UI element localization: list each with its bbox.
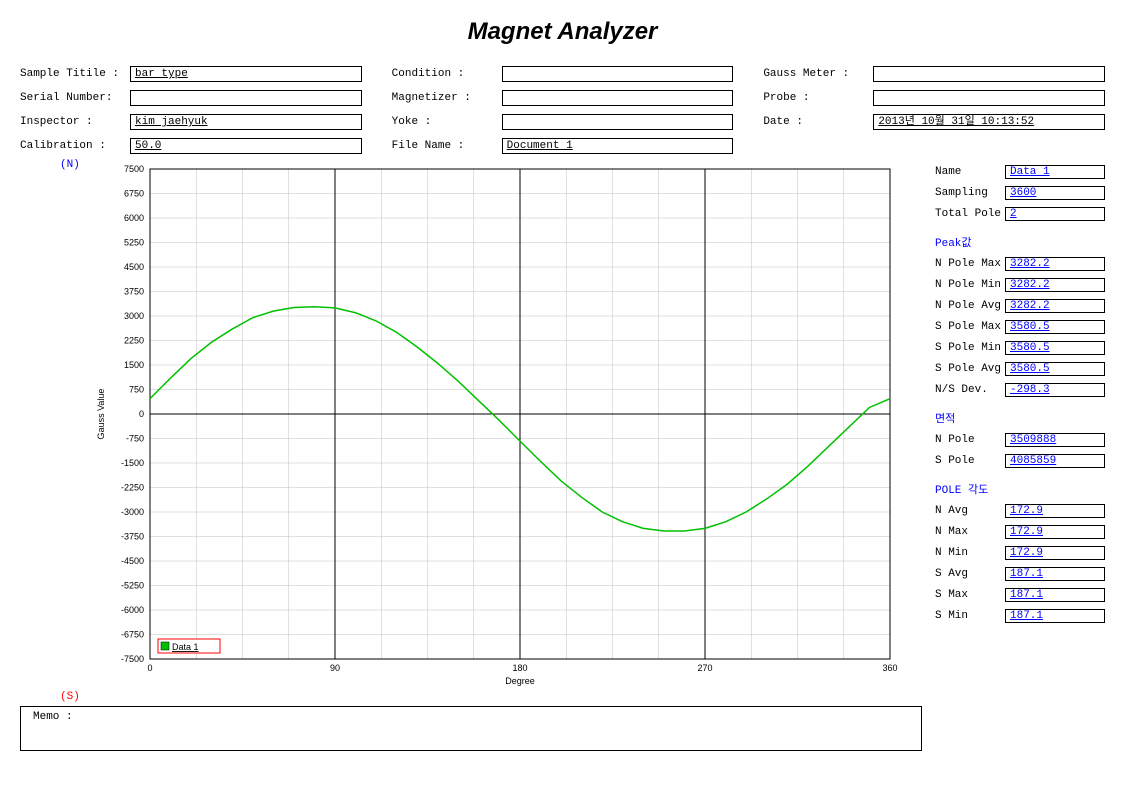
side-label: S Max	[935, 589, 1005, 601]
svg-text:-1500: -1500	[121, 458, 144, 468]
svg-text:0: 0	[147, 663, 152, 673]
svg-text:Gauss Value: Gauss Value	[96, 389, 106, 440]
form-label: Magnetizer :	[392, 92, 502, 104]
svg-text:-2250: -2250	[121, 483, 144, 493]
side-value: 4085859	[1005, 454, 1105, 468]
side-value: 3580.5	[1005, 341, 1105, 355]
side-label: N Min	[935, 547, 1005, 559]
svg-text:3750: 3750	[124, 287, 144, 297]
section-header: POLE 각도	[935, 481, 1105, 497]
svg-text:-6000: -6000	[121, 605, 144, 615]
side-value: 3509888	[1005, 433, 1105, 447]
side-value: 187.1	[1005, 609, 1105, 623]
svg-text:750: 750	[129, 385, 144, 395]
form-label: Calibration :	[20, 140, 130, 152]
svg-text:-6750: -6750	[121, 630, 144, 640]
svg-text:-4500: -4500	[121, 556, 144, 566]
form-grid: Sample Titile :bar type Condition : Gauss …	[20, 66, 1105, 154]
side-value: 3282.2	[1005, 278, 1105, 292]
side-value: 2	[1005, 207, 1105, 221]
form-input[interactable]: bar type	[130, 66, 362, 82]
side-value: -298.3	[1005, 383, 1105, 397]
form-input[interactable]: 2013년 10월 31일 10:13:52	[873, 114, 1105, 130]
side-label: Sampling	[935, 187, 1005, 199]
side-value: 3282.2	[1005, 257, 1105, 271]
form-input[interactable]: Document 1	[502, 138, 734, 154]
side-value: 3600	[1005, 186, 1105, 200]
svg-text:90: 90	[330, 663, 340, 673]
form-input[interactable]: 50.0	[130, 138, 362, 154]
side-value: 3580.5	[1005, 362, 1105, 376]
form-label: Inspector :	[20, 116, 130, 128]
side-label: S Pole Avg	[935, 363, 1005, 375]
side-label: S Pole	[935, 455, 1005, 467]
side-value: 172.9	[1005, 546, 1105, 560]
side-value: 172.9	[1005, 525, 1105, 539]
form-label: Date :	[763, 116, 873, 128]
svg-text:-7500: -7500	[121, 654, 144, 664]
side-value: 3282.2	[1005, 299, 1105, 313]
side-label: N/S Dev.	[935, 384, 1005, 396]
form-input[interactable]	[502, 66, 734, 82]
svg-text:180: 180	[512, 663, 527, 673]
side-label: S Pole Max	[935, 321, 1005, 333]
section-header: Peak값	[935, 234, 1105, 250]
form-input[interactable]	[502, 90, 734, 106]
side-value: 187.1	[1005, 567, 1105, 581]
side-label: S Pole Min	[935, 342, 1005, 354]
svg-text:2250: 2250	[124, 336, 144, 346]
svg-text:-5250: -5250	[121, 581, 144, 591]
memo-label: Memo :	[33, 711, 73, 723]
svg-text:Degree: Degree	[505, 676, 535, 686]
side-label: Total Pole	[935, 208, 1005, 220]
svg-text:0: 0	[139, 409, 144, 419]
s-pole-label: (S)	[60, 691, 80, 703]
memo-box[interactable]: Memo :	[20, 706, 922, 751]
form-label: Gauss Meter :	[763, 68, 873, 80]
side-value: Data 1	[1005, 165, 1105, 179]
form-input[interactable]	[873, 66, 1105, 82]
svg-text:-3000: -3000	[121, 507, 144, 517]
side-panel: NameData 1Sampling3600Total Pole2 Peak값 N …	[910, 164, 1105, 698]
gauss-chart: -7500-6750-6000-5250-4500-3750-3000-2250…	[90, 164, 905, 694]
side-label: N Pole Avg	[935, 300, 1005, 312]
side-label: N Pole	[935, 434, 1005, 446]
side-value: 187.1	[1005, 588, 1105, 602]
form-label: Sample Titile :	[20, 68, 130, 80]
section-header: 면적	[935, 410, 1105, 426]
chart-area: (N) -7500-6750-6000-5250-4500-3750-3000-…	[20, 164, 910, 698]
side-label: N Pole Max	[935, 258, 1005, 270]
form-label: Probe :	[763, 92, 873, 104]
form-label: Yoke :	[392, 116, 502, 128]
side-label: Name	[935, 166, 1005, 178]
form-input[interactable]	[873, 90, 1105, 106]
side-label: N Avg	[935, 505, 1005, 517]
form-input[interactable]: kim jaehyuk	[130, 114, 362, 130]
side-label: S Avg	[935, 568, 1005, 580]
svg-text:-3750: -3750	[121, 532, 144, 542]
side-value: 3580.5	[1005, 320, 1105, 334]
svg-text:6750: 6750	[124, 189, 144, 199]
form-label: Serial Number:	[20, 92, 130, 104]
svg-text:1500: 1500	[124, 360, 144, 370]
svg-text:-750: -750	[126, 434, 144, 444]
svg-text:7500: 7500	[124, 164, 144, 174]
svg-text:360: 360	[882, 663, 897, 673]
side-label: N Pole Min	[935, 279, 1005, 291]
side-value: 172.9	[1005, 504, 1105, 518]
svg-text:270: 270	[697, 663, 712, 673]
svg-text:6000: 6000	[124, 213, 144, 223]
side-label: S Min	[935, 610, 1005, 622]
n-pole-label: (N)	[60, 159, 80, 171]
form-label: File Name :	[392, 140, 502, 152]
form-input[interactable]	[130, 90, 362, 106]
form-input[interactable]	[502, 114, 734, 130]
form-label: Condition :	[392, 68, 502, 80]
page-title: Magnet Analyzer	[20, 18, 1105, 46]
svg-text:3000: 3000	[124, 311, 144, 321]
svg-text:4500: 4500	[124, 262, 144, 272]
side-label: N Max	[935, 526, 1005, 538]
svg-text:Data 1: Data 1	[172, 642, 199, 652]
svg-text:5250: 5250	[124, 238, 144, 248]
